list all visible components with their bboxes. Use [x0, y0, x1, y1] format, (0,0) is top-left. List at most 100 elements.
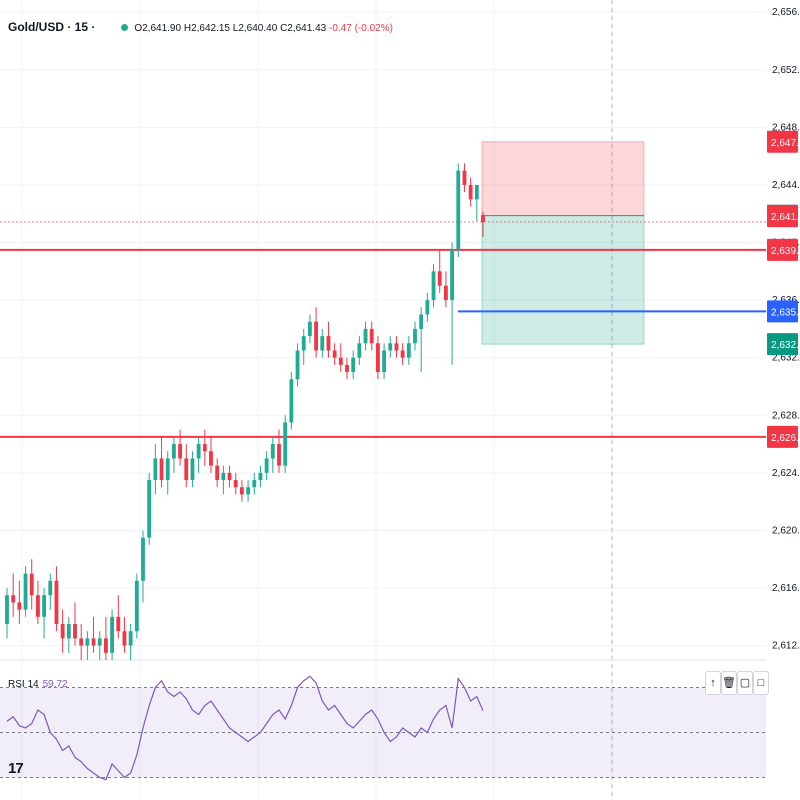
candle-body [283, 422, 288, 466]
candle [190, 451, 195, 488]
candle-body [134, 580, 139, 632]
candle-body [42, 595, 47, 617]
candle [481, 211, 485, 237]
candle-body [462, 170, 467, 185]
candle-body [382, 350, 387, 373]
candle [332, 343, 337, 365]
candle [413, 321, 417, 351]
candle-body [320, 336, 325, 351]
candle-body [468, 184, 473, 200]
rsi-title[interactable]: RSI 14 [8, 679, 39, 690]
stop-price-badge: 2,647.00 [771, 138, 800, 149]
candle [363, 321, 368, 351]
candle-body [357, 343, 362, 358]
horizontal-lines[interactable] [0, 248, 766, 438]
move-up-icon[interactable]: ↑ [705, 671, 721, 695]
candle [17, 580, 22, 625]
candle-body [437, 271, 442, 286]
candle [227, 465, 232, 488]
candle [406, 336, 411, 365]
candle [134, 573, 139, 639]
candle [462, 163, 467, 193]
candle-body [11, 595, 16, 603]
tradingview-logo-icon[interactable]: 17 [8, 760, 24, 777]
candlestick-series [5, 163, 485, 660]
candle-body [5, 595, 9, 625]
candle [171, 436, 176, 473]
price-tick-label: 2,644.00 [772, 180, 800, 191]
take-profit-zone[interactable] [481, 215, 645, 345]
trash-icon[interactable]: 🗑 [721, 671, 737, 695]
price-tick-label: 2,632.00 [772, 353, 800, 364]
candle-body [97, 638, 102, 646]
candle-body [394, 343, 399, 351]
candle [431, 264, 436, 308]
candle [375, 336, 380, 380]
line-price-badge: 2,639.49 [771, 246, 800, 257]
candle [264, 451, 269, 481]
rsi-value: 59.72 [42, 679, 68, 690]
candle-body [66, 624, 71, 639]
line-price-badge-bg [767, 300, 798, 323]
candle-body [289, 379, 294, 423]
candle-body [23, 573, 28, 610]
ohlc-values: O2,641.90 H2,642.15 L2,640.40 C2,641.43 … [134, 23, 393, 34]
candle-body [351, 357, 356, 373]
candle-body [363, 328, 368, 344]
candle [128, 624, 133, 660]
candle [437, 249, 442, 293]
candle [153, 444, 158, 495]
candle [196, 436, 201, 473]
candle [215, 458, 220, 488]
candle [73, 602, 77, 646]
candle [474, 184, 479, 221]
candle-body [35, 595, 40, 617]
candle [450, 242, 455, 365]
candle [42, 588, 47, 639]
candle-body [239, 487, 244, 495]
candle [443, 271, 448, 308]
line-price-badge-bg [767, 425, 798, 448]
candle [48, 573, 53, 610]
candle [122, 616, 127, 653]
last-price-badge: 2,641.43 [771, 212, 800, 223]
candle [184, 444, 189, 488]
candle-body [209, 451, 213, 466]
symbol-header: Gold/USD · 15 · O2,641.90 H2,642.15 L2,64… [8, 20, 393, 34]
short-position-tool[interactable] [0, 141, 766, 345]
candle-body [233, 480, 238, 488]
candle-body [314, 321, 319, 351]
candle [400, 343, 405, 365]
candle-body [196, 444, 201, 459]
candle [147, 472, 152, 545]
candle-body [190, 458, 195, 481]
rsi-line [6, 675, 484, 781]
candle [357, 336, 362, 365]
candle-body [184, 458, 189, 481]
candle-body [165, 458, 170, 481]
symbol-label[interactable]: Gold/USD · 15 · [8, 20, 96, 34]
frame-icon[interactable]: ▢ [737, 671, 753, 695]
candle [289, 372, 294, 430]
candle [11, 573, 16, 617]
line-price-badge: 2,635.22 [771, 307, 800, 318]
stop-loss-zone[interactable] [481, 141, 645, 217]
candle-body [338, 357, 343, 365]
candle-body [122, 631, 127, 646]
candle [419, 307, 424, 373]
line-price-badge-bg [767, 238, 798, 261]
candle-body [474, 184, 479, 200]
candle-body [153, 458, 158, 481]
price-tick-label: 2,628.00 [772, 410, 800, 421]
candle [233, 472, 238, 495]
candle-body [425, 300, 430, 315]
candle-body [295, 350, 300, 380]
candle [246, 480, 251, 502]
candle [79, 624, 84, 660]
maximize-icon[interactable]: □ [753, 671, 769, 695]
candle-body [128, 631, 133, 646]
price-tick-label: 2,648.00 [772, 122, 800, 133]
rsi-pane: 80.0059.7237.01 [0, 661, 800, 800]
candle-body [375, 343, 380, 373]
